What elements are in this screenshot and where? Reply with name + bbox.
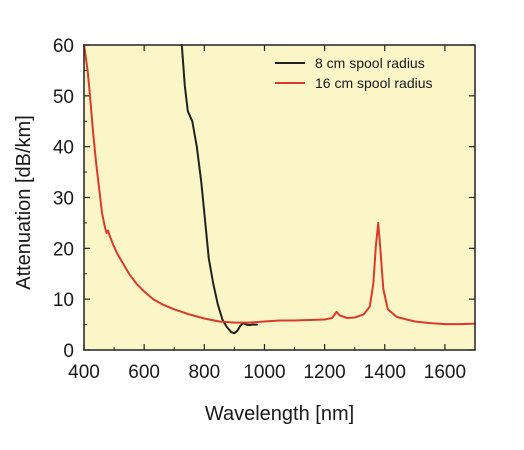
x-tick-label: 1200 bbox=[303, 362, 345, 383]
legend: 8 cm spool radius 16 cm spool radius bbox=[275, 55, 433, 91]
y-tick-label: 40 bbox=[53, 138, 74, 159]
y-tick-label: 30 bbox=[53, 189, 74, 210]
plot-frame bbox=[83, 44, 476, 351]
y-tick-label: 10 bbox=[53, 290, 74, 311]
legend-label-1: 8 cm spool radius bbox=[315, 55, 425, 71]
series-line-1 bbox=[180, 44, 258, 335]
x-tick-label: 1400 bbox=[364, 362, 406, 383]
axes: 400 600 800 1000 1200 1400 1600 0 10 20 30 40 50 60 bbox=[53, 36, 475, 383]
y-tick-label: 50 bbox=[53, 87, 74, 108]
x-tick-label: 600 bbox=[128, 362, 160, 383]
y-tick-label: 0 bbox=[63, 341, 74, 362]
x-tick-label: 1600 bbox=[424, 362, 466, 383]
y-tick-label: 60 bbox=[53, 36, 74, 57]
x-axis-title: Wavelength [nm] bbox=[205, 403, 354, 425]
plot-area bbox=[84, 45, 475, 350]
series-line-2 bbox=[83, 44, 476, 326]
x-tick-label: 800 bbox=[188, 362, 220, 383]
y-axis-title: Attenuation [dB/km] bbox=[13, 115, 35, 290]
y-tick-label: 20 bbox=[53, 239, 74, 260]
series-lines bbox=[83, 44, 476, 335]
legend-label-2: 16 cm spool radius bbox=[315, 75, 433, 91]
x-tick-label: 400 bbox=[68, 362, 100, 383]
x-tick-label: 1000 bbox=[243, 362, 285, 383]
